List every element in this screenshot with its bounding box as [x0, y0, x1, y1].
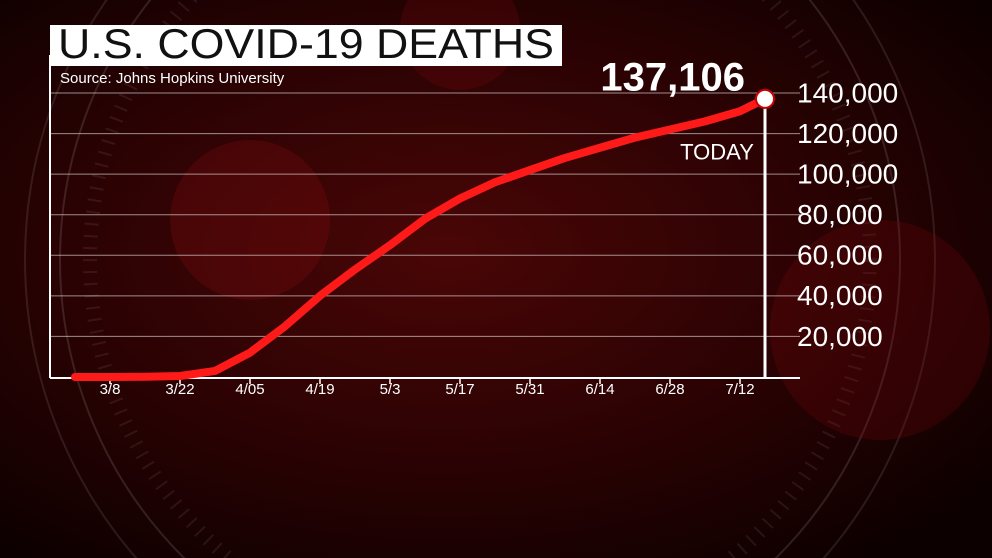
- y-tick-label: 20,000: [797, 321, 883, 352]
- decor-rings: [24, 0, 990, 558]
- annotation: TODAY: [680, 140, 754, 165]
- x-tick-label: 3/22: [165, 381, 194, 398]
- y-tick-label: 60,000: [797, 240, 883, 271]
- x-tick-label: 6/14: [585, 381, 614, 398]
- today-point: [755, 88, 775, 109]
- x-tick-label: 7/12: [725, 381, 754, 398]
- x-tick-label: 3/8: [100, 381, 121, 398]
- y-tick-label: 40,000: [797, 280, 883, 311]
- value-label: 137,106: [600, 55, 745, 99]
- title-box: [50, 25, 562, 66]
- y-tick-label: 80,000: [797, 199, 883, 230]
- x-tick-label: 4/19: [305, 381, 334, 398]
- x-tick-label: 5/31: [515, 381, 544, 398]
- data-line: [71, 94, 769, 381]
- chart-title: U.S. COVID-19 DEATHS: [58, 20, 554, 67]
- y-tick-label: 140,000: [797, 77, 898, 108]
- y-tick-label: 120,000: [797, 118, 898, 149]
- x-tick-label: 5/3: [380, 381, 401, 398]
- y-tick-label: 100,000: [797, 159, 898, 190]
- subtitle: Source: Johns Hopkins University: [60, 70, 285, 87]
- x-tick-label: 5/17: [445, 381, 474, 398]
- x-tick-label: 4/05: [235, 381, 264, 398]
- x-tick-label: 6/28: [655, 381, 684, 398]
